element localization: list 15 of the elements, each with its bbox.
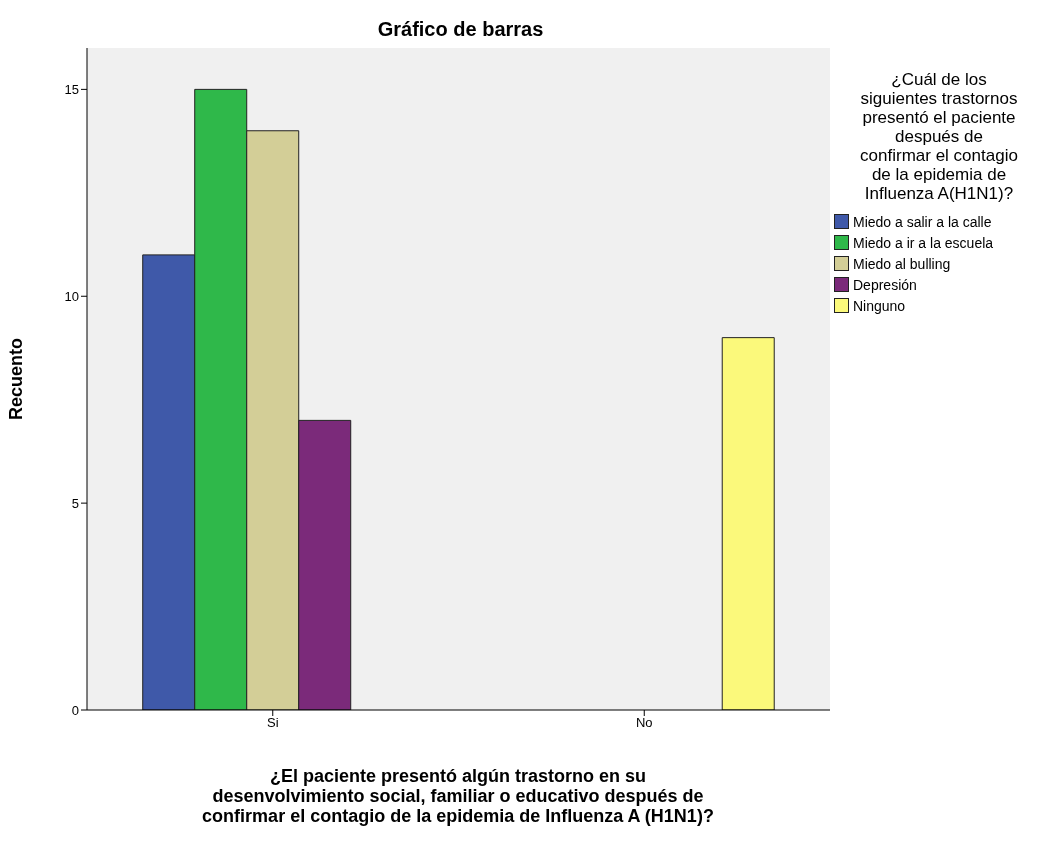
- x-tick-label: Si: [266, 715, 279, 731]
- legend-label: Miedo a ir a la escuela: [853, 234, 994, 251]
- y-tick-label: 10: [64, 288, 79, 304]
- x-tick-label: No: [635, 715, 653, 731]
- legend-label: Depresión: [853, 276, 917, 293]
- legend-label: Ninguno: [853, 297, 906, 314]
- y-tick-label: 0: [71, 702, 79, 718]
- x-axis-title: ¿El paciente presentó algún trastorno en su desenvolvimiento social, familiar o educativo después de confirmar el contagio de la epidemia de Influenza A (H1N1)?: [201, 766, 715, 826]
- legend-title: ¿Cuál de los siguientes trastornos presentó el paciente después de confirmar el contagio de la epidemia de Influenza A(H1N1)?: [859, 70, 1019, 203]
- y-tick-label: 5: [71, 495, 79, 511]
- chart-title: Gráfico de barras: [376, 18, 545, 41]
- y-axis-title: Recuento: [6, 337, 27, 421]
- legend-label: Miedo a salir a la calle: [853, 213, 992, 230]
- legend-label: Miedo al bulling: [853, 255, 951, 272]
- y-tick-label: 15: [64, 81, 79, 97]
